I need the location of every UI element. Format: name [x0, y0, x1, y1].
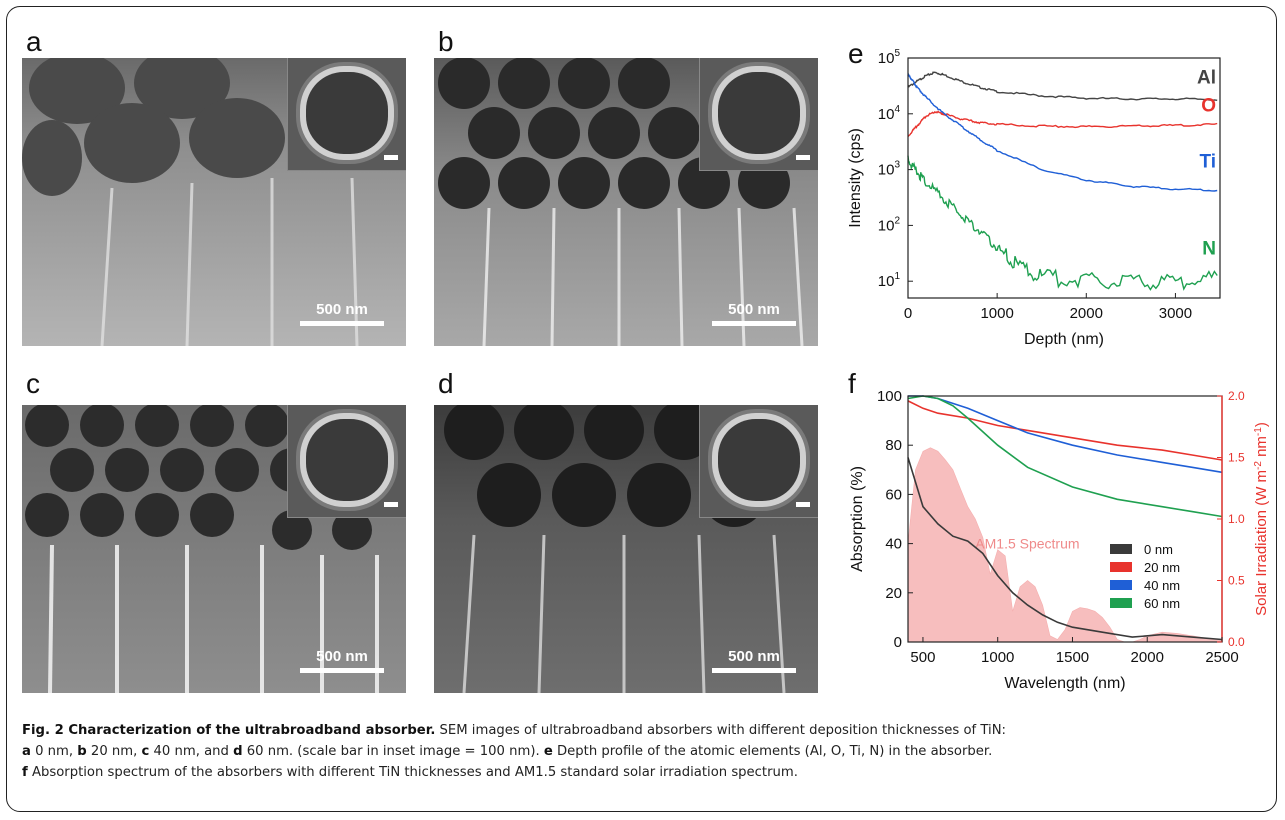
- y-tick-label: 105: [878, 48, 901, 67]
- panel-label-a: a: [26, 26, 42, 57]
- sem-texture-b: [438, 58, 804, 346]
- solar-spectrum-annotation: AM1.5 Spectrum: [975, 536, 1079, 552]
- sem-image-a: 500 nm: [22, 58, 406, 346]
- y-tick-label: 104: [878, 104, 901, 123]
- scalebar-label-d: 500 nm: [728, 648, 780, 665]
- y-tick-label: 102: [878, 215, 901, 234]
- inset-scalebar-a: [384, 155, 398, 160]
- y-axis-label: Absorption (%): [849, 466, 866, 572]
- series-line-0-nm: [907, 457, 1223, 641]
- scalebar-label-b: 500 nm: [728, 301, 780, 318]
- caption-text-c: 40 nm, and: [149, 744, 234, 759]
- sem-image-b: 500 nm: [434, 58, 818, 346]
- y2-tick-label: 2.0: [1228, 389, 1245, 403]
- depth-profile-chart: 0 1000 2000 3000 101 102 103 104 105 Depth (nm) In…: [847, 48, 1221, 348]
- series-label-n: N: [1202, 239, 1216, 260]
- figure-caption: Fig. 2 Characterization of the ultrabroa…: [22, 720, 1262, 783]
- legend-swatch-0-nm: [1110, 544, 1132, 554]
- inset-d: [699, 405, 818, 518]
- x-tick-label: 2000: [1070, 305, 1103, 322]
- panel-label-d: d: [438, 368, 454, 399]
- scalebar-c: [300, 668, 384, 673]
- series-line-60-nm: [907, 395, 1223, 518]
- inset-scalebar-d: [796, 502, 810, 507]
- caption-text-f: Absorption spectrum of the absorbers wit…: [27, 765, 798, 780]
- caption-text-a: 0 nm,: [30, 744, 78, 759]
- scalebar-d: [712, 668, 796, 673]
- y2-tick-label: 0.5: [1228, 574, 1245, 588]
- panel-label-e: e: [848, 38, 864, 69]
- y-tick-label: 103: [878, 160, 901, 179]
- inset-c: [287, 405, 406, 518]
- sem-image-c: 500 nm: [22, 405, 406, 693]
- caption-text-b: 20 nm,: [86, 744, 142, 759]
- caption-ref-b: b: [77, 744, 87, 759]
- caption-text-d: 60 nm. (scale bar in inset image = 100 n…: [242, 744, 544, 759]
- scalebar-a: [300, 321, 384, 326]
- plot-frame-e: [907, 57, 1221, 299]
- caption-title: Fig. 2 Characterization of the ultrabroa…: [22, 723, 436, 738]
- y-tick-label: 80: [885, 437, 902, 454]
- legend-label-20-nm: 20 nm: [1144, 560, 1180, 575]
- legend-swatch-40-nm: [1110, 580, 1132, 590]
- y-tick-label: 60: [885, 486, 902, 503]
- caption-ref-f: f: [22, 765, 28, 780]
- caption-ref-a: a: [22, 744, 31, 759]
- figure-frame: [6, 6, 1277, 812]
- series-line-20-nm: [907, 400, 1223, 461]
- y-axis-label: Intensity (cps): [847, 128, 864, 228]
- series-line-o: [907, 110, 1218, 137]
- y2-tick-label: 1.5: [1228, 451, 1245, 465]
- caption-ref-e: e: [543, 744, 553, 759]
- legend-label-40-nm: 40 nm: [1144, 578, 1180, 593]
- legend-swatch-60-nm: [1110, 598, 1132, 608]
- scalebar-b: [712, 321, 796, 326]
- series-label-ti: Ti: [1199, 151, 1216, 172]
- x-axis-label: Wavelength (nm): [1004, 675, 1125, 692]
- series-line-ti: [907, 71, 1218, 192]
- y-tick-label: 20: [885, 585, 902, 602]
- legend-label-60-nm: 60 nm: [1144, 596, 1180, 611]
- x-tick-label: 2500: [1205, 649, 1238, 666]
- sem-image-d: 500 nm: [434, 405, 818, 693]
- y-tick-label: 101: [878, 271, 901, 290]
- scalebar-label-a: 500 nm: [316, 301, 368, 318]
- panel-label-f: f: [848, 368, 856, 399]
- y-tick-label: 100: [877, 388, 902, 405]
- x-tick-label: 1500: [1056, 649, 1089, 666]
- caption-ref-c: c: [141, 744, 150, 759]
- series-label-o: O: [1201, 95, 1216, 116]
- absorption-chart: AM1.5 Spectrum 500 1000 1500 2000 2500 0 20 40 60…: [849, 388, 1271, 692]
- series-line-al: [907, 71, 1218, 102]
- legend-label-0-nm: 0 nm: [1144, 542, 1173, 557]
- y2-axis-label: Solar Irradiation (W m-2 nm-1): [1253, 422, 1271, 616]
- series-line-n: [907, 155, 1218, 291]
- x-tick-label: 500: [910, 649, 935, 666]
- caption-text-e: Depth profile of the atomic elements (Al…: [552, 744, 993, 759]
- series-label-al: Al: [1197, 67, 1216, 88]
- legend-swatch-20-nm: [1110, 562, 1132, 572]
- panel-label-c: c: [26, 368, 40, 399]
- inset-a: [287, 58, 406, 171]
- y2-tick-label: 0.0: [1228, 635, 1245, 649]
- x-axis-label: Depth (nm): [1024, 331, 1104, 348]
- x-tick-label: 1000: [980, 305, 1013, 322]
- caption-ref-d: d: [233, 744, 243, 759]
- y-tick-label: 0: [894, 634, 902, 651]
- solar-spectrum-area: [907, 447, 1223, 643]
- inset-scalebar-c: [384, 502, 398, 507]
- y-tick-label: 40: [885, 536, 902, 553]
- inset-scalebar-b: [796, 155, 810, 160]
- caption-sentence-1: SEM images of ultrabroadband absorbers w…: [435, 723, 1006, 738]
- scalebar-label-c: 500 nm: [316, 648, 368, 665]
- x-tick-label: 0: [904, 305, 912, 322]
- inset-b: [699, 58, 818, 171]
- sem-texture-a: [22, 58, 359, 346]
- x-tick-label: 3000: [1159, 305, 1192, 322]
- y2-tick-label: 1.0: [1228, 512, 1245, 526]
- x-tick-label: 2000: [1131, 649, 1164, 666]
- x-tick-label: 1000: [981, 649, 1014, 666]
- panel-label-b: b: [438, 26, 454, 57]
